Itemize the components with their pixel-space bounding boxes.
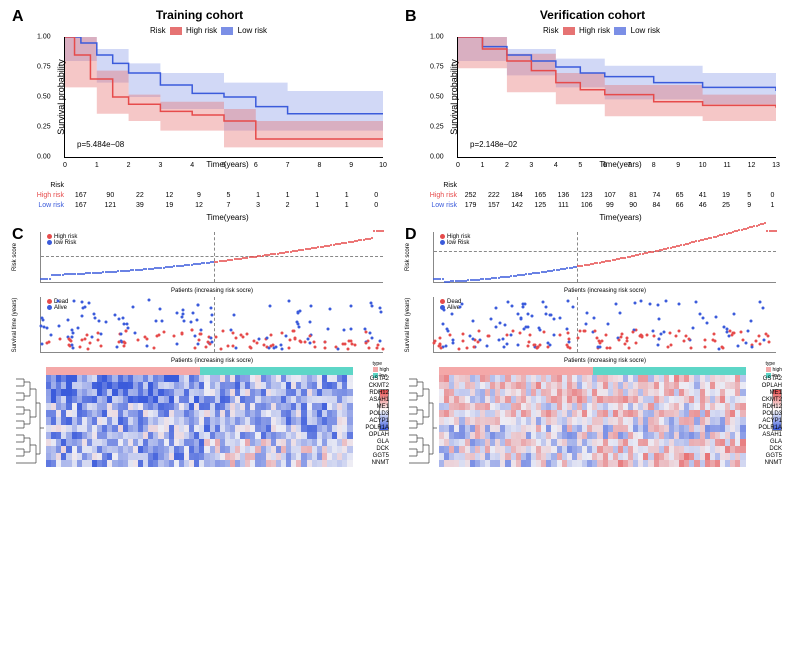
mini-legend: High risk low Risk <box>47 234 77 246</box>
heatmap-d: type high low GSTA2OPLAHME1CKMT2RDH12POL… <box>439 367 746 467</box>
risk-score-plot-d: Risk score Patients (increasing risk soc… <box>433 232 776 283</box>
ylabel: Risk score <box>405 243 411 271</box>
survival-plot-d: Survival time (years) Patients (increasi… <box>433 297 776 353</box>
panel-b-legend: Risk High risk Low risk <box>419 26 784 35</box>
panel-b-title: Verification cohort <box>401 8 784 22</box>
dot-low <box>47 240 52 245</box>
panel-a-label: A <box>12 8 24 26</box>
panel-d-label: D <box>405 226 417 244</box>
legend-high: High risk <box>186 26 217 35</box>
legend-low: Low risk <box>631 26 660 35</box>
dot-low <box>440 240 445 245</box>
xlabel: Patients (increasing risk socre) <box>171 358 253 364</box>
type-high-icon <box>766 367 771 372</box>
legend-low: low Risk <box>54 240 76 246</box>
legend-alive: Alive <box>54 305 67 311</box>
panel-c-label: C <box>12 226 24 244</box>
dot-high <box>440 234 445 239</box>
dot-dead <box>47 299 52 304</box>
km-plot-a: Survival probability p=5.484e−08 0.000.2… <box>64 37 383 158</box>
xlabel: Patients (increasing risk socre) <box>564 288 646 294</box>
legend-low: low Risk <box>447 240 469 246</box>
low-risk-swatch <box>614 27 626 35</box>
ylabel: Survival time (years) <box>405 297 411 352</box>
risk-table-a: RiskHigh risk1679022129511110Low risk167… <box>26 181 391 222</box>
dendrogram <box>10 375 44 467</box>
low-risk-swatch <box>221 27 233 35</box>
panel-b: B Verification cohort Risk High risk Low… <box>401 8 784 216</box>
xlabel: Patients (increasing risk socre) <box>171 288 253 294</box>
dot-alive <box>47 305 52 310</box>
type-high-icon <box>373 367 378 372</box>
km-plot-b: Survival probability p=2.148e−02 0.000.2… <box>457 37 776 158</box>
xlabel: Patients (increasing risk socre) <box>564 358 646 364</box>
mini-legend: High risk low Risk <box>440 234 470 246</box>
panel-d: D Risk score Patients (increasing risk s… <box>401 226 784 467</box>
dot-dead <box>440 299 445 304</box>
risk-table-b: RiskHigh risk252222184165136123107817465… <box>419 181 784 222</box>
xlabel-a: Time(years) <box>64 160 391 169</box>
legend-label: Risk <box>150 26 166 35</box>
high-risk-swatch <box>563 27 575 35</box>
risk-score-plot-c: Risk score Patients (increasing risk soc… <box>40 232 383 283</box>
panel-c: C Risk score Patients (increasing risk s… <box>8 226 391 467</box>
dot-high <box>47 234 52 239</box>
legend-low: Low risk <box>238 26 267 35</box>
figure-grid: A Training cohort Risk High risk Low ris… <box>8 8 784 467</box>
legend-label: Risk <box>543 26 559 35</box>
panel-a-legend: Risk High risk Low risk <box>26 26 391 35</box>
panel-a-title: Training cohort <box>8 8 391 22</box>
panel-a: A Training cohort Risk High risk Low ris… <box>8 8 391 216</box>
panel-b-label: B <box>405 8 417 26</box>
heatmap-c: type high low GSTA2CKMT2RDH12ASAH1ME1POL… <box>46 367 353 467</box>
survival-plot-c: Survival time (years) Patients (increasi… <box>40 297 383 353</box>
dendrogram <box>403 375 437 467</box>
high-risk-swatch <box>170 27 182 35</box>
legend-high: High risk <box>579 26 610 35</box>
ylabel: Survival time (years) <box>12 297 18 352</box>
ylabel: Risk score <box>12 243 18 271</box>
